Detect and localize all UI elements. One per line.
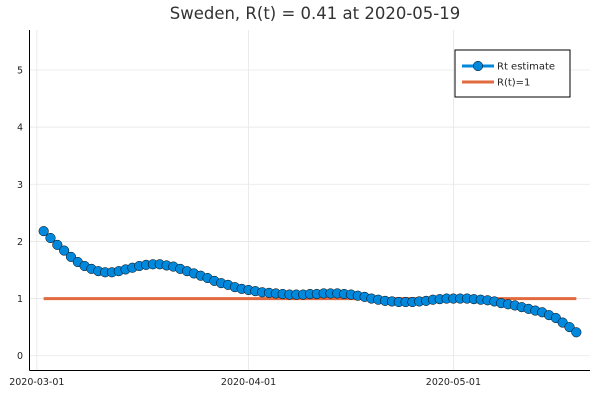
x-tick-label: 2020-05-01: [426, 377, 481, 388]
rt-estimate-point: [59, 245, 70, 256]
legend-label-rt-estimate: Rt estimate: [497, 62, 555, 73]
y-tick-label: 1: [17, 294, 23, 305]
y-tick-label: 5: [17, 66, 23, 77]
rt-estimate-point: [564, 322, 575, 333]
rt-estimate-point: [65, 251, 77, 262]
chart-title: Sweden, R(t) = 0.41 at 2020-05-19: [170, 4, 461, 23]
legend-label-reference: R(t)=1: [497, 78, 530, 89]
y-tick-labels: 0 1 2 3 4 5: [17, 66, 23, 363]
rt-estimate-line: [42, 230, 577, 334]
rt-estimate-point: [38, 226, 49, 237]
y-tick-label: 2: [17, 237, 23, 248]
y-tick-label: 4: [17, 123, 23, 134]
x-tick-label: 2020-04-01: [221, 377, 276, 388]
rt-estimate-point: [571, 327, 582, 338]
rt-estimate-point: [52, 239, 63, 250]
rt-estimate-point: [45, 232, 56, 244]
legend-box: [454, 49, 571, 98]
x-tick-label: 2020-03-01: [9, 377, 64, 388]
axes: [29, 30, 590, 371]
y-tick-label: 3: [17, 180, 23, 191]
series-rt-estimate: [38, 226, 582, 338]
y-tick-label: 0: [17, 351, 23, 362]
x-tick-labels: 2020-03-01 2020-04-01 2020-05-01: [9, 377, 481, 388]
legend-marker-rt-estimate: [472, 60, 484, 72]
legend: Rt estimate R(t)=1: [454, 49, 571, 98]
